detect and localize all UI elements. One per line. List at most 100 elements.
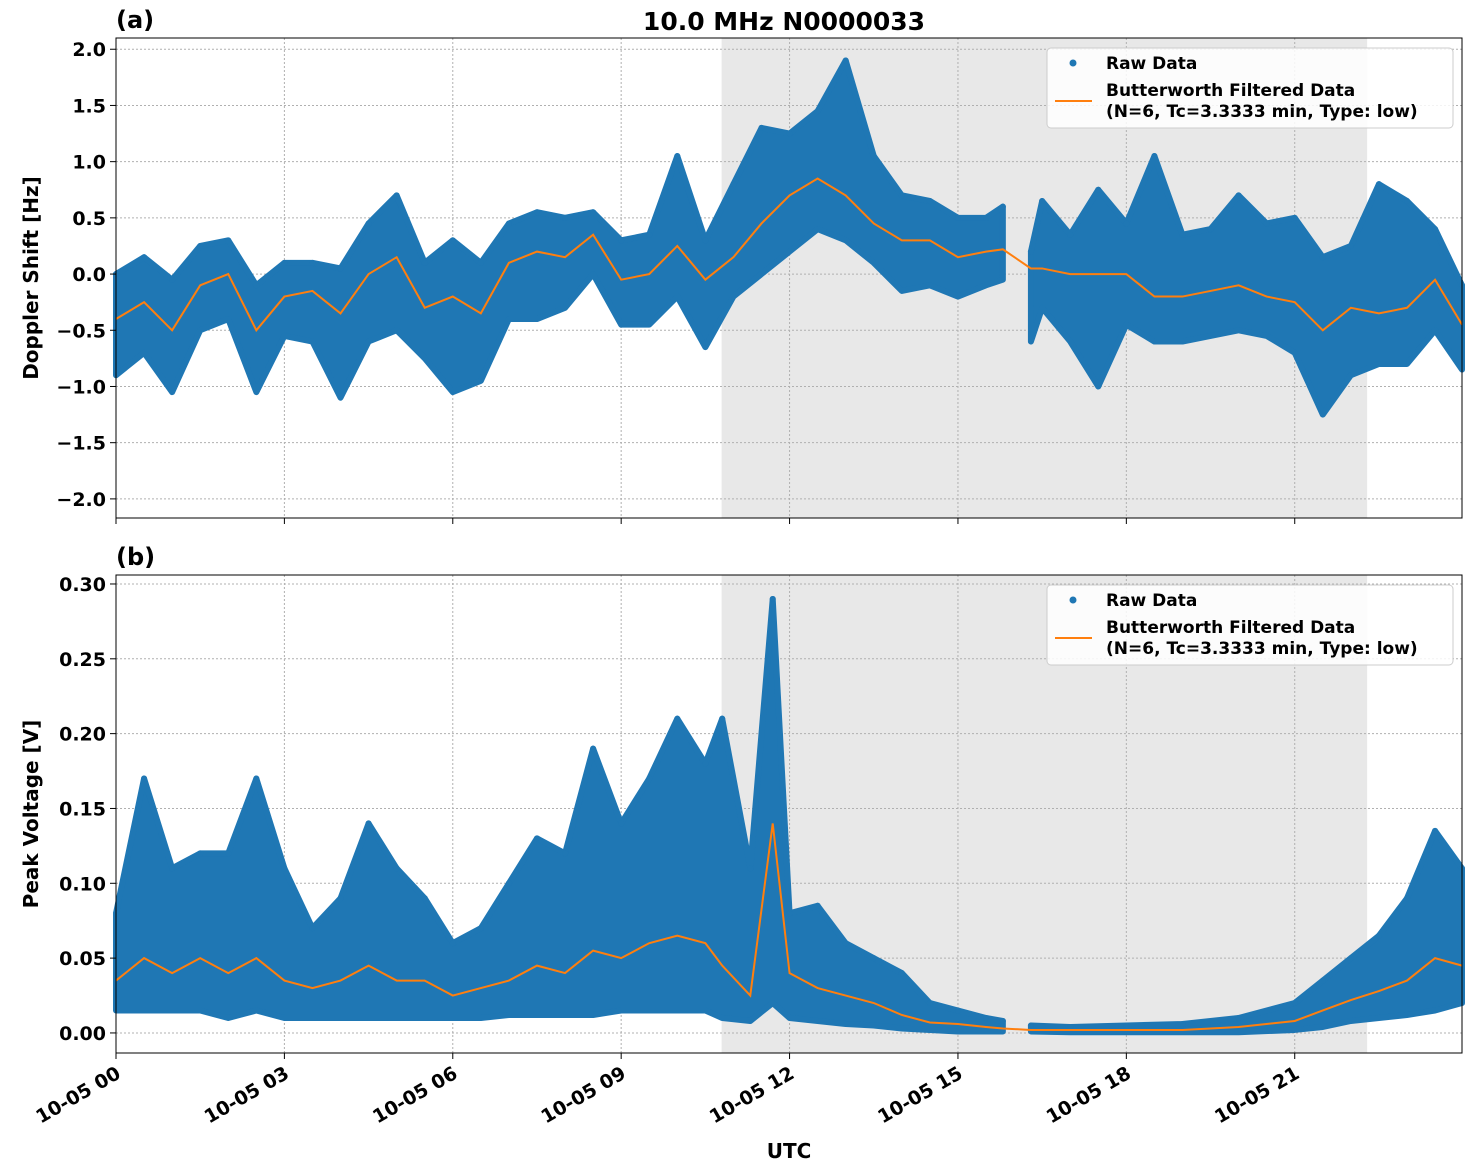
legend-box [1046,47,1454,129]
raw-data-point [141,254,148,261]
raw-data-point [926,197,933,204]
x-tick-label: 10-05 03 [201,1062,293,1128]
raw-data-point [1027,248,1034,255]
filtered-data-line [115,823,1463,1031]
y-axis-label: Doppler Shift [Hz] [19,176,43,380]
x-tick-label: 10-05 15 [874,1062,966,1128]
raw-data-point [1207,226,1214,233]
raw-data-point [842,940,849,947]
raw-data-point [1375,181,1382,188]
y-tick-label: −2.0 [56,489,106,511]
raw-data-point [1291,1000,1298,1007]
panel-label: (a) [116,6,154,34]
y-tick-label: 0.5 [72,208,106,230]
raw-data-point [954,1007,961,1014]
raw-data-point [702,760,709,767]
raw-data-point [814,902,821,909]
raw-data-point [999,1017,1006,1024]
raw-data-point [1403,197,1410,204]
raw-data-point [1067,231,1074,238]
raw-data-point [758,124,765,131]
axes-frame [115,574,1463,1054]
y-tick-label: 0.10 [59,873,106,895]
y-tick-label: 2.0 [72,39,106,61]
raw-data-point [449,940,456,947]
y-tick-label: 0.05 [59,948,106,970]
y-tick-label: 0.15 [59,798,106,820]
x-tick-label: 10-05 21 [1211,1062,1303,1128]
raw-data-point [533,209,540,216]
raw-data-point [281,259,288,266]
y-tick-label: −1.5 [56,433,106,455]
raw-data-point [870,955,877,962]
raw-data-point [309,259,316,266]
raw-data-point [618,237,625,244]
raw-data-point [197,850,204,857]
x-tick-label: 10-05 12 [706,1062,798,1128]
legend: Raw Data Butterworth Filtered Data(N=6, T… [1046,584,1454,666]
y-tick-label: 1.0 [72,152,106,174]
raw-data-point [309,925,316,932]
raw-data-point [421,895,428,902]
raw-data-point [562,850,569,857]
raw-data-point [1263,220,1270,227]
raw-data-point [1347,955,1354,962]
y-tick-label: 1.5 [72,95,106,117]
chart-title: 10.0 MHz N0000033 [643,7,925,36]
raw-data-point [253,775,260,782]
raw-data-point [674,715,681,722]
raw-data-point [421,259,428,266]
raw-data-band [113,595,1006,1035]
raw-data-point [730,181,737,188]
legend-box [1046,584,1454,666]
legend-raw-label: Raw Data [1106,54,1197,74]
raw-data-point [393,865,400,872]
raw-data-point [702,237,709,244]
raw-data-point [197,242,204,249]
raw-data-point [1179,1020,1186,1027]
raw-data-point [954,214,961,221]
raw-data-point [393,192,400,199]
panel-label: (b) [116,543,155,571]
raw-data-point [1095,186,1102,193]
x-tick-label: 10-05 09 [537,1062,629,1128]
raw-data-point [1347,242,1354,249]
panel-b: 0.00 0.05 0.10 0.15 0.20 0.25 0.30 10-05 00 10-0… [19,543,1465,1128]
legend-filtered-label: Butterworth Filtered Data [1106,81,1355,101]
raw-data-point [1179,231,1186,238]
raw-data-point [842,57,849,64]
raw-data-point [814,108,821,115]
raw-data-point [533,835,540,842]
raw-data-point [477,259,484,266]
raw-data-point [1235,1014,1242,1021]
raw-data-point [1432,226,1439,233]
legend-raw-label: Raw Data [1106,591,1197,611]
raw-data-point [786,910,793,917]
filtered-data-line [115,177,1463,333]
x-tick-label: 10-05 06 [369,1062,461,1128]
raw-data-point [769,595,776,602]
legend-filtered-params: (N=6, Tc=3.3333 min, Type: low) [1106,639,1418,659]
x-tick-label: 10-05 00 [32,1062,124,1128]
raw-data-point [646,231,653,238]
raw-data-point [747,865,754,872]
raw-data-point [281,865,288,872]
raw-data-point [1123,1022,1130,1029]
raw-data-point [898,192,905,199]
x-axis-label: UTC [767,1139,812,1163]
raw-data-point [1067,1023,1074,1030]
raw-data-point [1432,827,1439,834]
y-tick-label: 0.25 [59,649,106,671]
raw-data-point [674,153,681,160]
raw-data-point [365,820,372,827]
raw-data-point [505,880,512,887]
y-tick-label: 0.30 [59,574,106,596]
raw-data-point [1123,220,1130,227]
raw-data-point [562,214,569,221]
legend: Raw Data Butterworth Filtered Data(N=6, T… [1046,47,1454,129]
raw-data-point [1235,192,1242,199]
raw-data-point [983,214,990,221]
y-tick-label: 0.0 [72,264,106,286]
raw-data-point [926,1000,933,1007]
